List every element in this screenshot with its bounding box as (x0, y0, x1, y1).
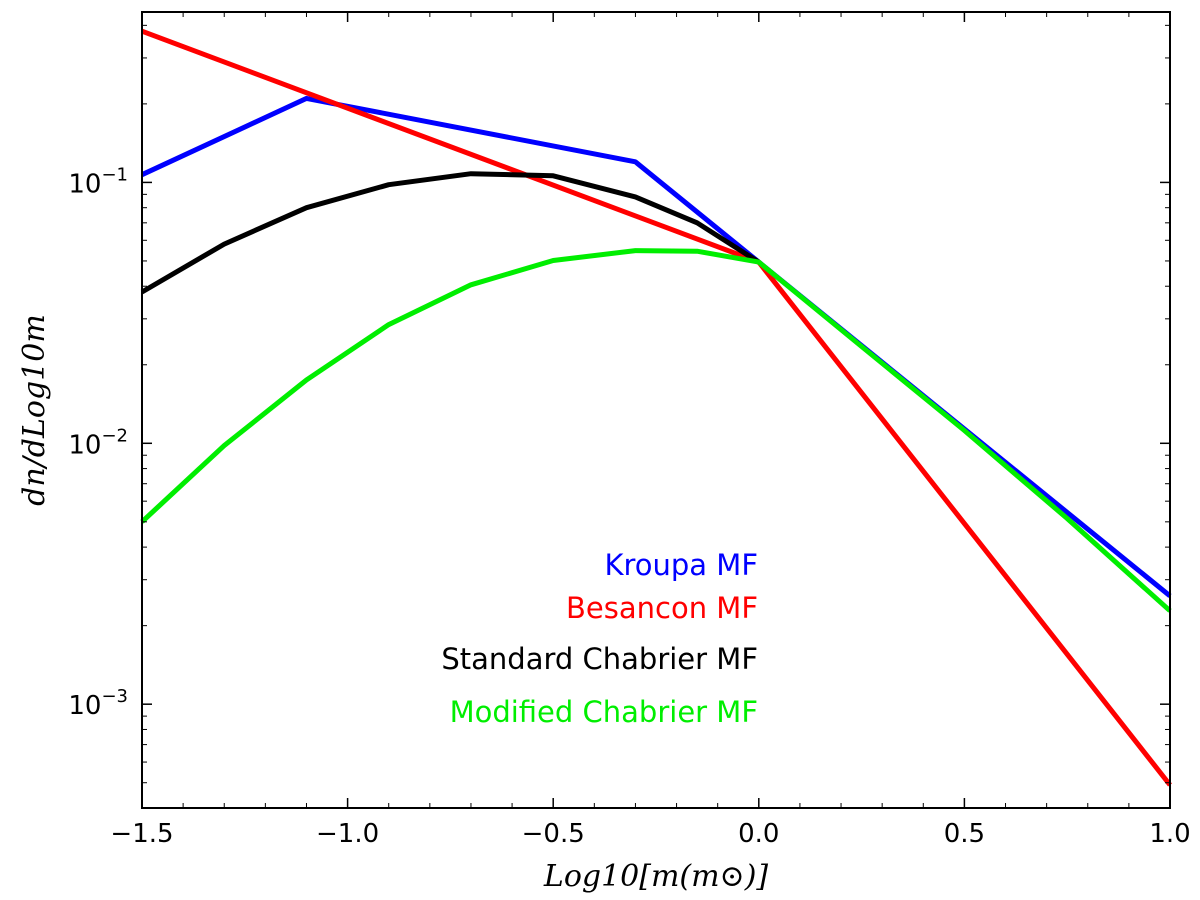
series-line-kroupa-mf (140, 95, 1172, 598)
x-tick-label: 0.0 (738, 819, 779, 849)
y-tick-label: 10−1 (68, 164, 128, 199)
y-tick-label: 10−2 (68, 425, 128, 460)
y-tick-label: 10−3 (68, 686, 128, 721)
x-tick-label: 1.0 (1149, 819, 1190, 849)
legend-entry-besancon-mf: Besancon MF (566, 591, 758, 625)
series-line-standard-chabrier-mf (140, 171, 761, 295)
plot-frame (141, 11, 1171, 809)
legend-entry-standard-chabrier-mf: Standard Chabrier MF (441, 642, 758, 676)
x-tick-label: −1.0 (316, 819, 379, 849)
series-layer (140, 28, 1172, 787)
x-tick-label: −0.5 (522, 819, 585, 849)
x-tick-label: −1.5 (110, 819, 173, 849)
ticks-layer: −1.5 −1.0 −0.5 0.0 0.5 1.0 10−3 10−2 10−1 (68, 12, 1191, 849)
y-axis-label: dn/dLog10m (17, 314, 52, 506)
x-axis-label: Log10[m(m⊙)] (543, 859, 769, 894)
legend-entry-modified-chabrier-mf: Modified Chabrier MF (450, 695, 758, 729)
legend: Kroupa MF Besancon MF Standard Chabrier MF… (441, 548, 758, 729)
series-line-modified-chabrier-mf (140, 248, 1172, 613)
legend-entry-kroupa-mf: Kroupa MF (604, 548, 758, 582)
x-tick-label: 0.5 (944, 819, 985, 849)
